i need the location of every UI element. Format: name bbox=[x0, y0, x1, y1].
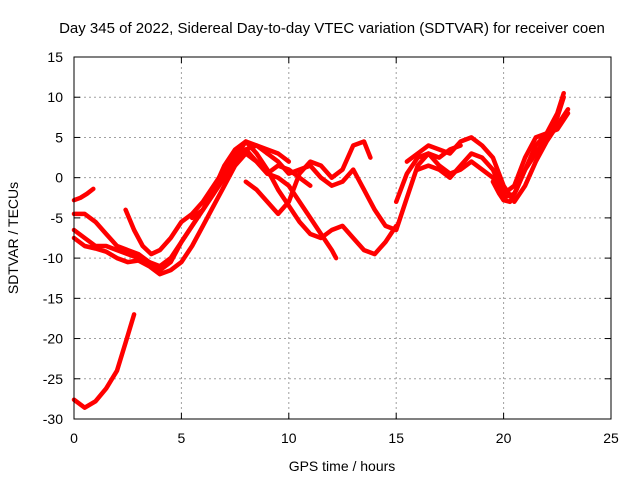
series-line bbox=[71, 186, 96, 203]
y-tick-label: 0 bbox=[55, 170, 63, 186]
series-line bbox=[490, 90, 566, 205]
x-tick-label: 20 bbox=[496, 430, 512, 446]
plot-frame bbox=[73, 56, 612, 420]
y-tick-label: 15 bbox=[47, 49, 63, 65]
series-line bbox=[243, 139, 373, 217]
x-tick-label: 25 bbox=[603, 430, 619, 446]
x-tick-label: 5 bbox=[178, 430, 186, 446]
y-tick-label: 5 bbox=[55, 129, 63, 145]
x-tick-label: 10 bbox=[281, 430, 297, 446]
y-axis-label: SDTVAR / TECUs bbox=[5, 182, 21, 294]
axis-ticks: 0 5 10 15 20 25 -30 -25 -20 -15 -10 -5 0 5 10 15 bbox=[43, 49, 619, 446]
series-line bbox=[123, 147, 313, 257]
y-tick-label: -10 bbox=[43, 250, 63, 266]
x-tick-label: 0 bbox=[70, 430, 78, 446]
series-line bbox=[189, 139, 399, 257]
series-line bbox=[71, 312, 137, 410]
y-tick-label: -15 bbox=[43, 290, 63, 306]
grid-lines bbox=[74, 57, 611, 419]
chart-title: Day 345 of 2022, Sidereal Day-to-day VTE… bbox=[59, 20, 605, 37]
y-tick-label: 10 bbox=[47, 89, 63, 105]
y-tick-label: -5 bbox=[51, 210, 64, 226]
y-tick-label: -20 bbox=[43, 331, 63, 347]
series-line bbox=[393, 94, 566, 205]
y-tick-label: -30 bbox=[43, 411, 63, 427]
x-tick-label: 15 bbox=[388, 430, 404, 446]
series-line bbox=[71, 151, 339, 277]
series-layer bbox=[71, 90, 571, 410]
x-axis-label: GPS time / hours bbox=[289, 458, 396, 474]
series-line bbox=[404, 107, 571, 205]
y-tick-label: -25 bbox=[43, 371, 63, 387]
